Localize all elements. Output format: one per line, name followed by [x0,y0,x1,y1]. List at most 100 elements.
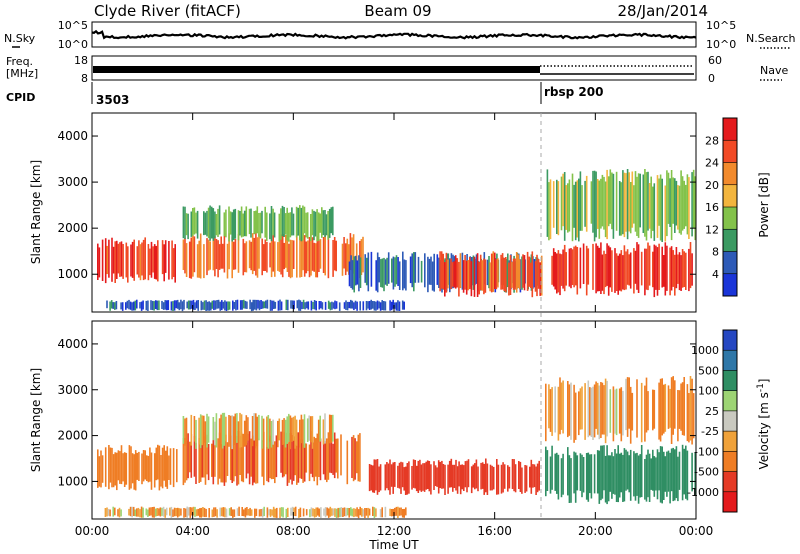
heatmap-cell [677,185,679,230]
heatmap-cell [501,253,504,290]
heatmap-cell [617,255,619,295]
heatmap-cell [280,431,282,473]
heatmap-cell [536,254,538,297]
heatmap-cell [114,241,116,283]
power-colorbar-cell [723,229,737,252]
power-heatmap [97,169,696,312]
heatmap-cell [629,449,632,501]
heatmap-cell [603,445,605,491]
power-colorbar: 4 8 12 16 20 24 28 Power [dB] [705,117,771,297]
heatmap-cell [245,415,248,446]
heatmap-cell [318,432,320,477]
heatmap-cell [596,382,599,435]
heatmap-cell [381,507,383,518]
heatmap-cell [310,300,313,311]
heatmap-cell [296,300,299,309]
heatmap-cell [645,172,648,241]
heatmap-cell [151,300,154,311]
heatmap-cell [117,509,119,517]
heatmap-cell [188,441,191,473]
heatmap-cell [258,509,261,517]
heatmap-cell [653,389,656,429]
heatmap-cell [521,467,523,494]
heatmap-cell [652,186,654,231]
heatmap-cell [220,414,222,449]
heatmap-cell [659,174,662,241]
heatmap-cell [136,246,139,275]
heatmap-cell [656,449,659,500]
heatmap-cell [372,301,374,309]
heatmap-cell [261,301,264,309]
heatmap-cell [218,418,221,447]
heatmap-cell [585,175,588,232]
heatmap-cell [614,248,616,293]
heatmap-cell [631,392,634,431]
heatmap-cell [196,210,199,239]
heatmap-cell [604,253,607,288]
heatmap-cell [221,507,223,517]
heatmap-cell [359,257,362,288]
heatmap-cell [312,508,314,517]
heatmap-cell [254,299,256,310]
heatmap-cell [198,417,200,445]
heatmap-cell [653,183,656,241]
heatmap-cell [310,507,313,517]
heatmap-cell [200,300,203,311]
heatmap-cell [568,179,571,232]
heatmap-cell [556,253,558,294]
heatmap-cell [655,457,657,491]
heatmap-cell [120,509,122,517]
heatmap-cell [328,414,331,444]
heatmap-cell [269,213,271,240]
heatmap-cell [507,253,509,288]
heatmap-cell [307,301,310,310]
heatmap-cell [253,413,255,441]
heatmap-cell [161,240,164,275]
heatmap-cell [567,183,569,233]
heatmap-cell [397,465,399,488]
heatmap-cell [300,236,303,277]
heatmap-cell [656,247,659,296]
heatmap-cell [225,209,227,238]
heatmap-cell [170,506,173,518]
heatmap-cell [511,459,514,489]
heatmap-cell [106,245,109,275]
heatmap-cell [414,252,417,283]
heatmap-cell [479,254,482,291]
heatmap-cell [291,506,294,516]
heatmap-cell [593,170,596,242]
heatmap-cell [204,212,207,235]
heatmap-cell [255,508,258,516]
heatmap-cell [244,243,246,273]
heatmap-cell [663,384,665,434]
heatmap-cell [343,507,346,517]
heatmap-cell [424,253,426,288]
nave-right-tick-top: 60 [708,54,722,67]
heatmap-cell [622,454,624,502]
heatmap-cell [315,507,317,517]
heatmap-cell [225,301,228,311]
heatmap-cell [206,301,209,311]
heatmap-cell [168,241,170,280]
heatmap-cell [639,173,641,228]
heatmap-cell [215,239,218,269]
heatmap-cell [455,459,457,491]
heatmap-cell [122,453,124,482]
heatmap-cell [299,419,301,448]
heatmap-cell [362,236,364,273]
heatmap-cell [214,507,217,517]
heatmap-cell [163,445,165,481]
heatmap-cell [315,300,317,311]
velocity-panel: 1000 2000 3000 4000 Slant Range [km] [29,320,697,520]
heatmap-cell [567,381,569,438]
heatmap-cell [603,250,605,295]
heatmap-cell [304,302,306,310]
heatmap-cell [173,507,176,517]
heatmap-cell [286,207,288,241]
heatmap-cell [672,376,674,435]
heatmap-cell [316,433,319,486]
heatmap-cell [266,507,269,518]
heatmap-cell [310,234,312,276]
heatmap-cell [531,251,534,298]
heatmap-cell [390,464,393,487]
